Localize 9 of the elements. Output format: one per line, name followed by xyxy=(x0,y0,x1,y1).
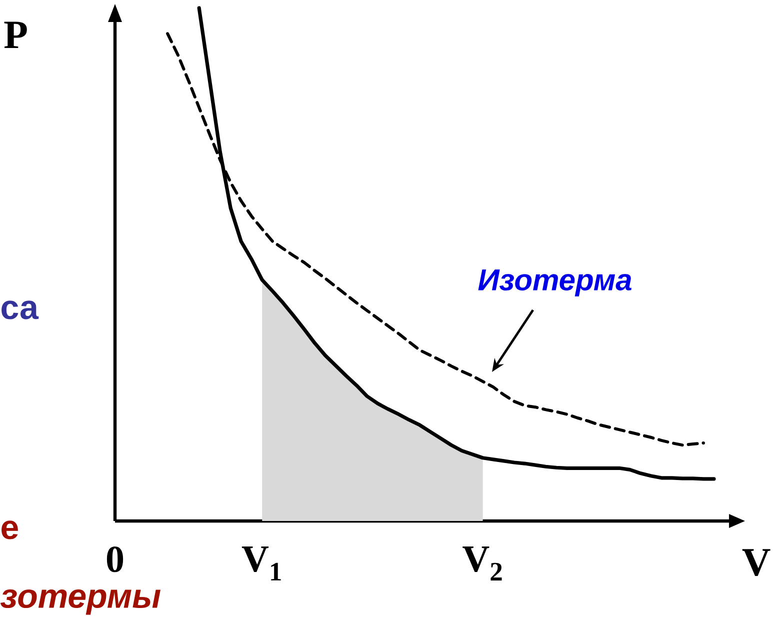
x-tick-label: 0 xyxy=(106,546,124,572)
x-tick-label: V$_{2}$ xyxy=(462,546,502,580)
y-axis-title: P xyxy=(4,22,27,48)
annotation: Изотерма xyxy=(478,270,632,296)
text: са xyxy=(2,300,39,320)
text: е xyxy=(2,520,18,540)
x-tick-label: V$_{1}$ xyxy=(242,546,281,580)
text: зотермы xyxy=(0,589,160,615)
x-axis-title: V xyxy=(742,549,770,576)
